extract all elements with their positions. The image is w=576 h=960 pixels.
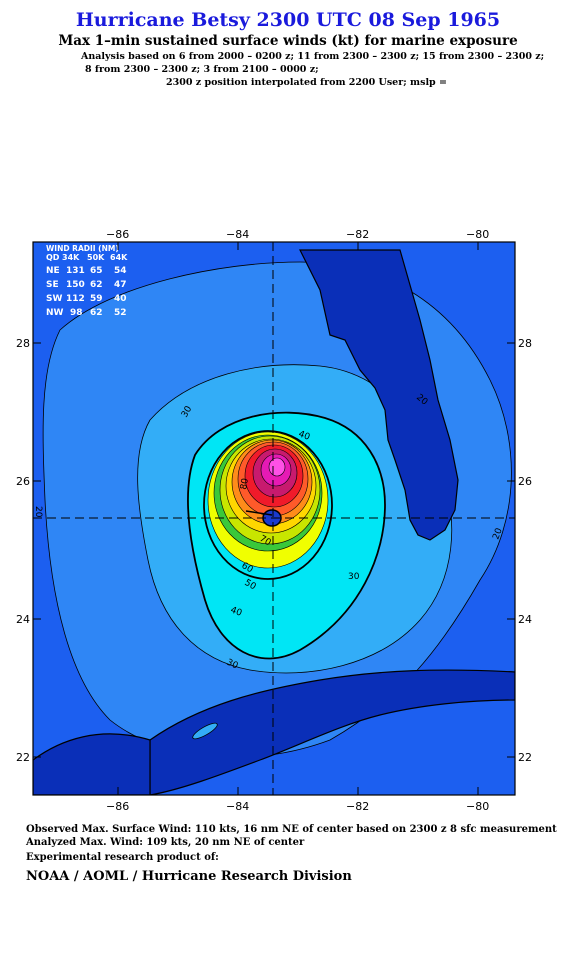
wind-contours-lines (203, 430, 333, 580)
wind-radii-50k: 62 (90, 280, 103, 290)
organization-credit: NOAA / AOML / Hurricane Research Divisio… (26, 869, 352, 884)
lat-tick-label: 26 (16, 475, 30, 488)
map-subtitle: Max 1–min sustained surface winds (kt) f… (58, 33, 518, 49)
wind-radii-50k: 59 (90, 294, 103, 304)
lon-tick-label: −82 (346, 228, 369, 241)
lon-tick-label: −80 (466, 800, 489, 813)
max-wind-arrow (245, 510, 273, 516)
lat-tick-label: 22 (518, 751, 532, 764)
wind-radii-34k: 150 (66, 280, 85, 290)
contour-label: 40 (229, 605, 243, 618)
lon-tick-label: −86 (106, 800, 129, 813)
axis-tick-labels: −86 −84 −82 −80 −86 −84 −82 −80 28 26 24… (16, 228, 532, 813)
lon-tick-label: −82 (346, 800, 369, 813)
lon-tick-label: −84 (226, 228, 249, 241)
map-plot-area: 20 20 20 30 30 30 40 40 50 60 70 80 WIND… (33, 242, 515, 795)
analyzed-max-wind: Analyzed Max. Wind: 109 kts, 20 nm NE of… (26, 837, 305, 848)
wind-radii-col-qd: QD (46, 253, 60, 262)
wind-radii-title: WIND RADII (NM) (46, 244, 119, 253)
lat-tick-label: 28 (16, 337, 30, 350)
wind-radii-quadrant: SW (46, 294, 62, 304)
experimental-note: Experimental research product of: (26, 852, 219, 863)
contour-label: 30 (348, 572, 360, 582)
land-mass-cuba (149, 669, 515, 795)
wind-radii-50k: 65 (90, 266, 103, 276)
wind-radii-col-50k: 50K (87, 253, 105, 262)
wind-radii-64k: 54 (114, 266, 127, 276)
wind-radii-col-64k: 64K (110, 253, 128, 262)
wind-radii-50k: 62 (90, 308, 103, 318)
wind-radii-64k: 52 (114, 308, 127, 318)
wind-radii-col-34k: 34K (62, 253, 80, 262)
lat-tick-label: 24 (16, 613, 30, 626)
wind-radii-quadrant: SE (46, 280, 59, 290)
wind-radii-64k: 47 (114, 280, 127, 290)
lat-tick-label: 26 (518, 475, 532, 488)
wind-radii-table: WIND RADII (NM) QD 34K 50K 64K NE 131 65… (46, 244, 128, 318)
lat-tick-label: 24 (518, 613, 532, 626)
contour-label: 20 (33, 506, 43, 518)
land-mass-florida (299, 249, 459, 541)
lon-tick-label: −80 (466, 228, 489, 241)
lon-tick-label: −84 (226, 800, 249, 813)
analysis-line-1: Analysis based on 6 from 2000 – 0200 z; … (81, 51, 545, 62)
wind-radii-34k: 112 (66, 294, 85, 304)
lat-tick-label: 28 (518, 337, 532, 350)
analysis-line-3: 2300 z position interpolated from 2200 U… (166, 77, 447, 88)
wind-radii-34k: 98 (70, 308, 83, 318)
contour-label: 30 (225, 658, 240, 672)
land-mass-west-cuba (33, 733, 151, 795)
wind-radii-64k: 40 (114, 294, 127, 304)
contour-label: 80 (239, 477, 251, 490)
wind-contour-20-patch (192, 722, 218, 740)
observed-max-wind: Observed Max. Surface Wind: 110 kts, 16 … (26, 824, 557, 835)
lat-tick-label: 22 (16, 751, 30, 764)
wind-core-contours (207, 431, 329, 569)
contour-label: 40 (297, 429, 311, 442)
map-ticks (33, 242, 515, 795)
map-title: Hurricane Betsy 2300 UTC 08 Sep 1965 (75, 9, 501, 31)
wind-radii-34k: 131 (66, 266, 85, 276)
lon-tick-label: −86 (106, 228, 129, 241)
wind-radii-quadrant: NE (46, 266, 60, 276)
analysis-line-2: 8 from 2300 – 2300 z; 3 from 2100 – 0000… (85, 64, 319, 75)
map-frame (32, 241, 516, 796)
wind-radii-quadrant: NW (46, 308, 64, 318)
contour-label: 20 (491, 527, 504, 541)
